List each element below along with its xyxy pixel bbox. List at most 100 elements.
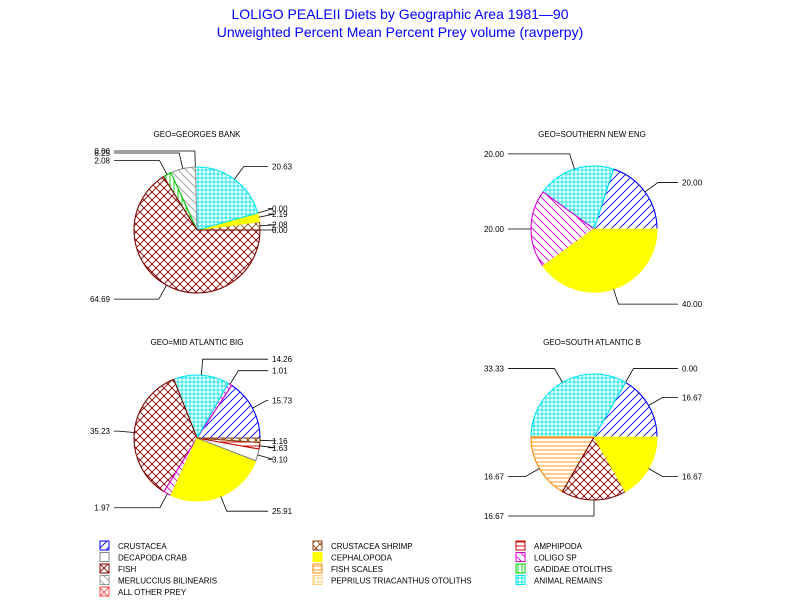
leader-line [644,182,678,193]
legend-item: CEPHALOPODA [312,552,393,563]
legend-label: PEPRILUS TRIACANTHUS OTOLITHS [331,577,472,586]
pie-chart: GEO=GEORGES BANK0.002.082.190.0020.630.0… [90,130,293,304]
legend-item: CRUSTACEA SHRIMP [312,540,413,551]
pie-slice [530,373,627,438]
legend-item: CRUSTACEA [99,540,167,551]
leader-line [648,468,678,477]
pie-title: GEO=MID ATLANTIC BIG [151,338,244,347]
slice-label: 6.25 [94,149,110,158]
pie-slice [194,166,259,231]
chart-subtitle: Unweighted Percent Mean Percent Prey vol… [216,24,584,40]
pie-title: GEO=SOUTHERN NEW ENG [538,130,646,139]
legend-item: MERLUCCIUS BILINEARIS [99,575,217,586]
legend-item: DECAPODA CRAB [99,552,187,563]
slice-label: 0.00 [272,205,288,214]
slice-label: 33.33 [484,365,505,374]
leader-line [625,368,678,383]
legend-swatch [99,563,110,574]
leader-line [220,496,268,512]
leader-line [648,397,678,406]
legend-swatch [515,563,526,574]
leader-line [114,284,167,300]
slice-label: 20.00 [484,225,505,234]
slice-label: 20.00 [682,179,703,188]
legend-item: PEPRILUS TRIACANTHUS OTOLITHS [312,575,472,586]
legend-label: CRUSTACEA [118,542,167,551]
slice-label: 2.08 [272,221,288,230]
leader-line [252,400,268,409]
legend-swatch [312,552,323,562]
pie-chart: GEO=SOUTH ATLANTIC B 16.67 0.00 33.33 16.67 1… [484,338,703,521]
leader-line [114,160,168,175]
leader-line [508,153,575,170]
slice-label: 64.69 [90,295,111,304]
leader-line [257,208,274,214]
slice-label: 2.08 [94,156,110,165]
legend-label: FISH SCALES [331,565,383,574]
legend-label: ANIMAL REMAINS [534,577,602,586]
leader-line [229,370,268,385]
legend-label: DECAPODA CRAB [118,554,187,563]
legend-swatch [312,563,323,574]
slice-label: 1.01 [272,367,288,376]
legend-label: ALL OTHER PREY [118,588,187,597]
leader-line [114,493,168,509]
leader-line [508,468,540,477]
leader-line [508,499,595,517]
slice-label: 0.00 [682,365,698,374]
slice-label: 25.91 [272,507,293,516]
leader-line [259,445,276,449]
legend-item: FISH SCALES [312,563,383,574]
legend-swatch [312,575,323,585]
leader-line [114,150,196,168]
legend-item: FISH [99,563,136,574]
leader-line [234,165,268,180]
slice-label: 1.16 [272,437,288,446]
legend-item: ALL OTHER PREY [99,586,187,597]
leader-line [201,358,268,376]
pie-chart: GEO=MID ATLANTIC BIG 15.73 1.01 14.26 35.23 1… [90,338,293,516]
slice-label: 15.73 [272,397,293,406]
slice-label: 20.63 [272,162,293,171]
leader-line [114,152,184,169]
leader-line [508,368,563,383]
legend-swatch [515,540,526,551]
leader-line [613,288,678,305]
leader-line [114,430,135,433]
legend-swatch [515,575,526,585]
legend-item: GADIDAE OTOLITHS [515,563,612,574]
legend-label: MERLUCCIUS BILINEARIS [118,577,217,586]
slice-label: 20.00 [484,150,505,159]
slice-label: 14.26 [272,355,293,364]
pie-slice [593,436,658,493]
legend-label: AMPHIPODA [534,542,583,551]
pie-title: GEO=GEORGES BANK [154,130,242,139]
legend-swatch [99,540,110,551]
legend-label: FISH [118,565,136,574]
legend-swatch [515,552,526,562]
legend-label: GADIDAE OTOLITHS [534,565,612,574]
slice-label: 16.67 [682,393,703,402]
slice-label: 16.67 [682,473,703,482]
slice-label: 40.00 [682,300,703,309]
pie-slice [542,228,658,293]
leader-line [259,439,276,442]
slice-label: 1.97 [94,504,110,513]
slice-label: 16.67 [484,472,505,481]
slice-label: 1.63 [272,444,288,453]
slice-label: 0.00 [94,147,110,156]
pie-slice [561,435,627,501]
legend-swatch [312,540,323,551]
slice-label: 35.23 [90,427,111,436]
pie-slice [195,384,261,439]
legend-swatch [99,586,110,597]
legend-item: LOLIGO SP [515,552,577,563]
leader-line [257,454,274,460]
legend-swatch [99,575,110,585]
legend-swatch [99,552,110,562]
leader-line [258,213,275,218]
pie-slice [530,191,595,267]
pie-slice [593,381,658,438]
slice-label: 2.19 [272,210,288,219]
